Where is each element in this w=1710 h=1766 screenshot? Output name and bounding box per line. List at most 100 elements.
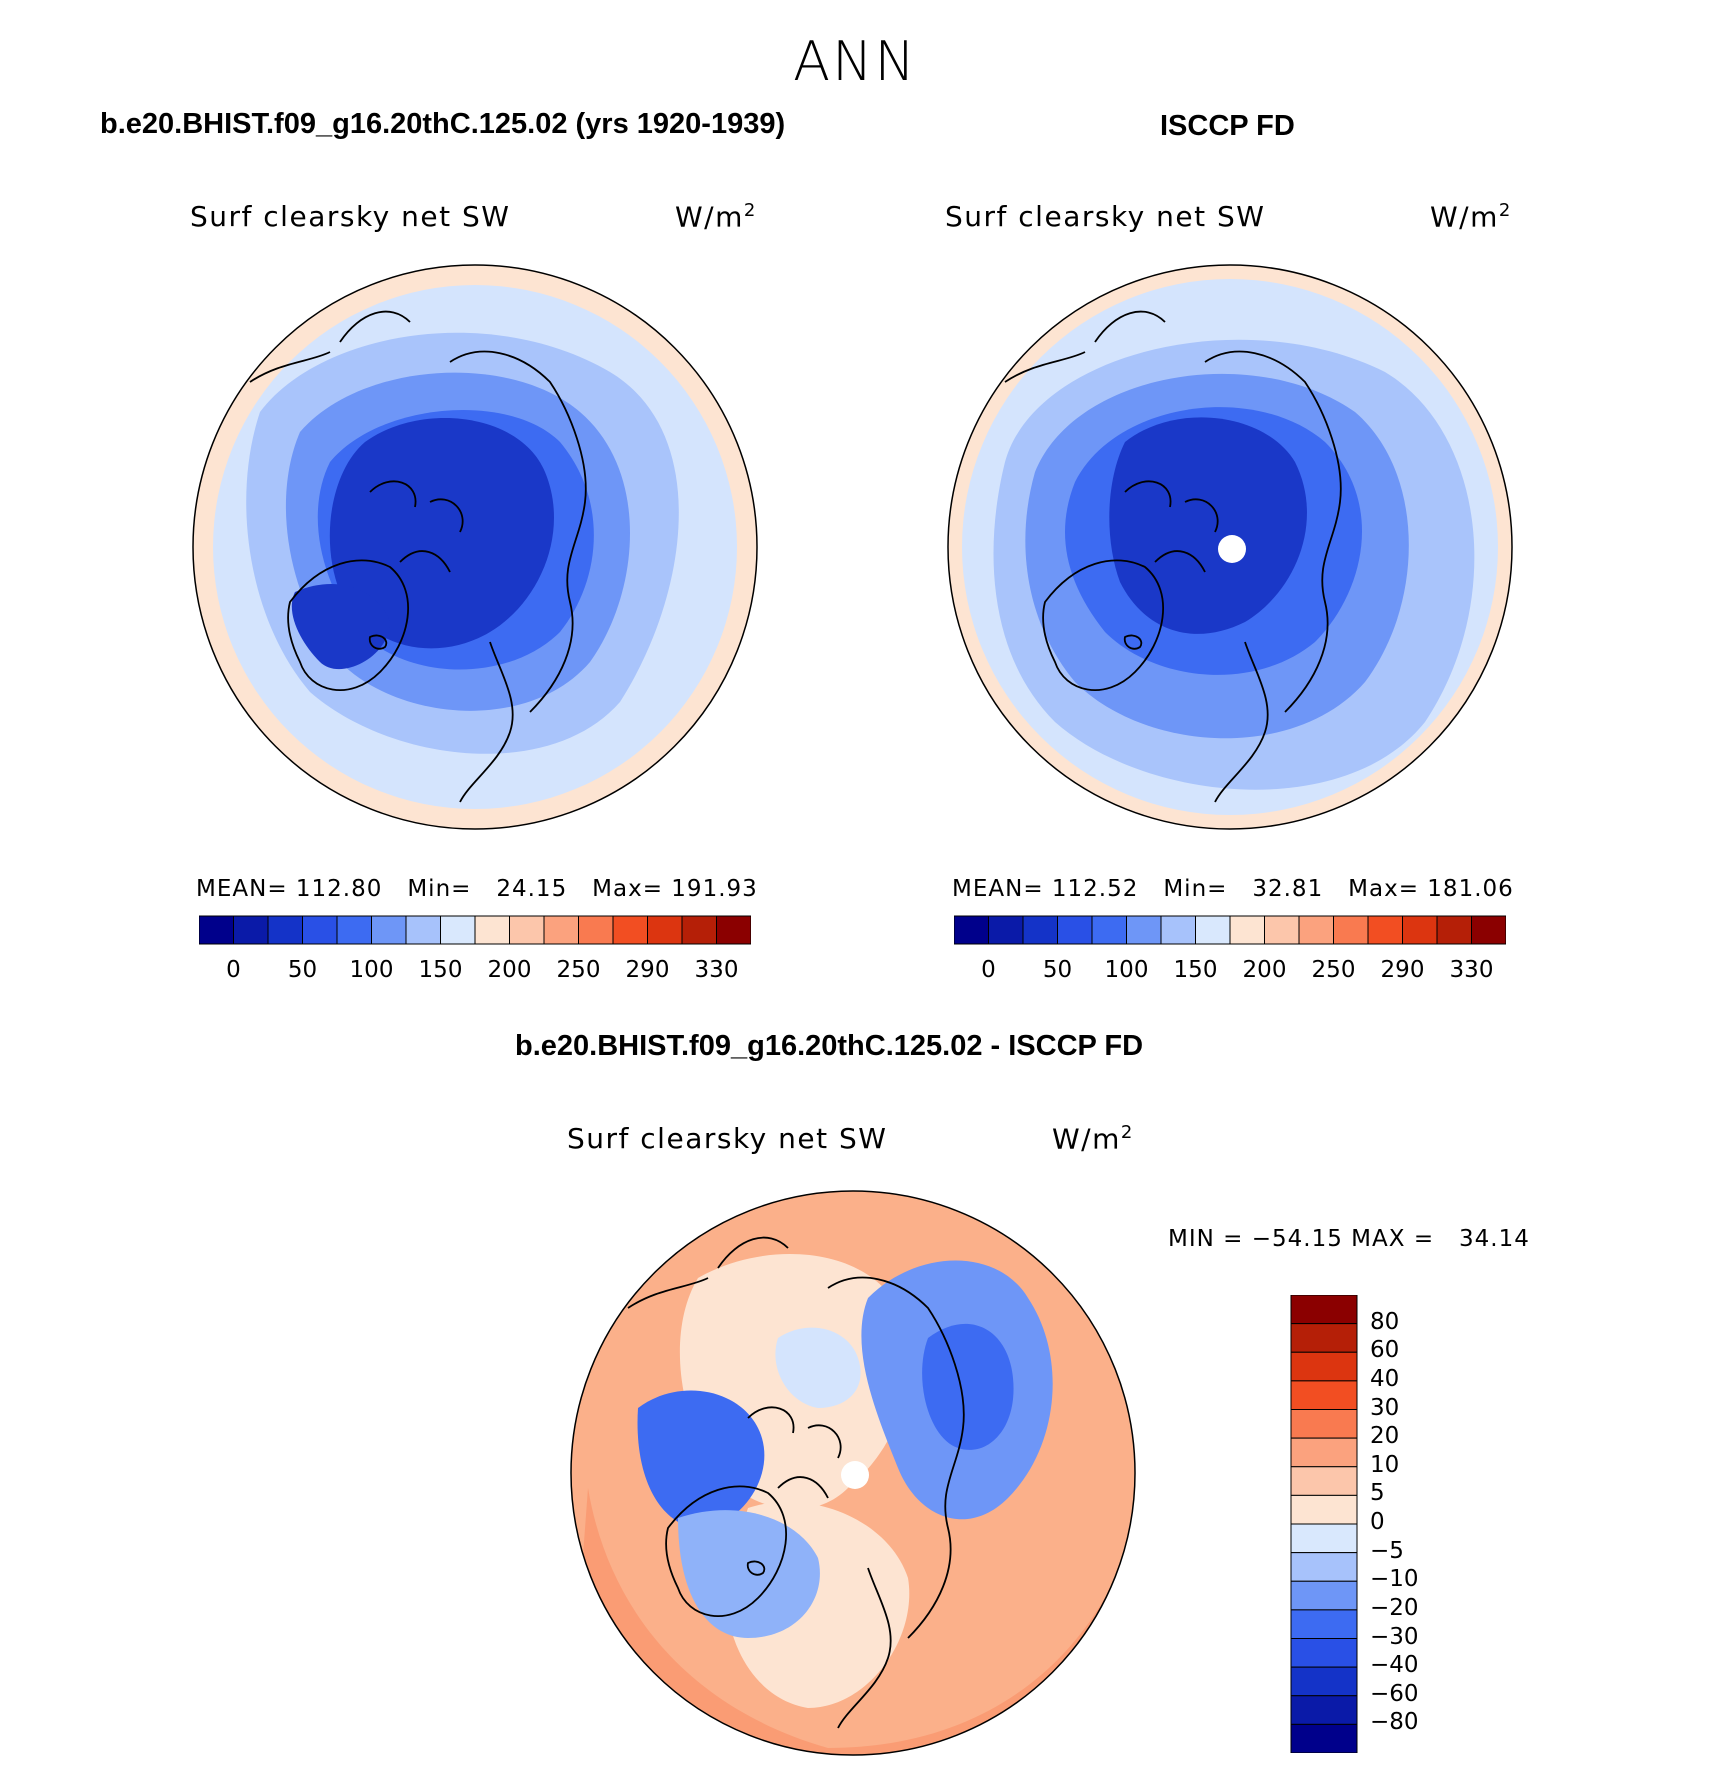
diff-colorbar-tick-label: −10 xyxy=(1370,1566,1419,1593)
diff-max-label: MAX = xyxy=(1351,1226,1435,1252)
diff-colorbar-swatch xyxy=(1290,1380,1358,1411)
diff-colorbar-ticks: 80 60 40 30 20 10 5 0 −5 −10 −20 −30 −40 −60 −80 xyxy=(1370,1295,1470,1753)
obs-units-label: W/m2 xyxy=(1430,200,1512,234)
obs-panel-title: ISCCP FD xyxy=(1160,110,1295,142)
model-colorbar-swatch xyxy=(647,915,683,945)
diff-variable-label: Surf clearsky net SW xyxy=(567,1122,888,1155)
model-mean-label: MEAN= xyxy=(196,876,288,902)
obs-mean-label: MEAN= xyxy=(952,876,1044,902)
obs-colorbar-swatch xyxy=(953,915,989,945)
obs-colorbar-swatch xyxy=(1402,915,1438,945)
diff-colorbar-tick-label: 40 xyxy=(1370,1365,1400,1392)
model-colorbar-swatch xyxy=(267,915,303,945)
obs-colorbar-swatch xyxy=(1022,915,1058,945)
obs-colorbar-tick-label: 100 xyxy=(1104,957,1149,983)
model-map-greenland-core xyxy=(291,583,390,670)
obs-min-label: Min= xyxy=(1163,876,1228,902)
diff-colorbar-swatch xyxy=(1290,1295,1358,1325)
obs-mean-value: 112.52 xyxy=(1051,876,1139,902)
diff-colorbar-swatch xyxy=(1290,1638,1358,1668)
obs-max-value: 181.06 xyxy=(1427,876,1514,902)
obs-map-deep-blue-core xyxy=(1109,417,1307,634)
diff-panel-title: b.e20.BHIST.f09_g16.20thC.125.02 - ISCCP… xyxy=(515,1030,1144,1062)
diff-polar-map xyxy=(570,1190,1136,1756)
diff-colorbar-tick-label: 30 xyxy=(1370,1394,1400,1421)
model-colorbar-ticks: 0 50 100 150 200 250 290 330 xyxy=(199,949,751,985)
diff-colorbar-swatches xyxy=(1290,1295,1358,1753)
model-colorbar-tick-label: 250 xyxy=(556,957,601,983)
diff-colorbar-tick-label: −20 xyxy=(1370,1594,1419,1621)
diff-colorbar-tick-label: −80 xyxy=(1370,1709,1419,1736)
diff-colorbar-tick-label: −5 xyxy=(1370,1537,1404,1564)
model-units-label: W/m2 xyxy=(675,200,757,234)
diff-map-blue-zone-west xyxy=(637,1390,765,1529)
model-colorbar-swatch xyxy=(233,915,269,945)
diff-colorbar-swatch xyxy=(1290,1666,1358,1697)
obs-colorbar-swatches xyxy=(953,915,1507,945)
model-colorbar-tick-label: 290 xyxy=(625,957,670,983)
model-colorbar-swatch xyxy=(612,915,648,945)
model-polar-map xyxy=(192,264,758,830)
model-variable-label: Surf clearsky net SW xyxy=(190,200,511,233)
diff-colorbar-swatch xyxy=(1290,1409,1358,1439)
diff-map-boundary xyxy=(570,1190,1136,1756)
obs-colorbar-tick-label: 330 xyxy=(1449,957,1494,983)
obs-colorbar: 0 50 100 150 200 250 290 330 xyxy=(953,915,1507,985)
diff-colorbar-tick-label: 10 xyxy=(1370,1451,1400,1478)
diff-stats: MIN = −54.15 MAX = 34.14 xyxy=(1168,1226,1530,1252)
model-colorbar-swatch xyxy=(371,915,407,945)
model-colorbar-tick-label: 330 xyxy=(694,957,739,983)
diff-map-polar-gap xyxy=(841,1461,869,1489)
diff-map-deep-blue-east xyxy=(922,1323,1014,1450)
obs-colorbar-tick-label: 50 xyxy=(1042,957,1073,983)
diff-colorbar-swatch xyxy=(1290,1351,1358,1382)
obs-stats: MEAN= 112.52 Min= 32.81 Max= 181.06 xyxy=(952,876,1514,902)
obs-polar-map xyxy=(947,264,1513,830)
model-colorbar-swatch xyxy=(509,915,545,945)
obs-colorbar-swatch xyxy=(1471,915,1507,945)
diff-colorbar-swatch xyxy=(1290,1723,1358,1753)
model-colorbar-swatch xyxy=(716,915,752,945)
obs-colorbar-swatch xyxy=(1126,915,1162,945)
model-panel-title: b.e20.BHIST.f09_g16.20thC.125.02 (yrs 19… xyxy=(100,108,786,140)
model-colorbar-tick-label: 0 xyxy=(226,957,241,983)
obs-colorbar-ticks: 0 50 100 150 200 250 290 330 xyxy=(954,949,1506,985)
figure-title: ANN xyxy=(793,30,917,93)
obs-colorbar-swatch xyxy=(1436,915,1472,945)
diff-colorbar-tick-label: 80 xyxy=(1370,1308,1400,1335)
model-min-label: Min= xyxy=(407,876,472,902)
diff-colorbar-swatch xyxy=(1290,1695,1358,1725)
obs-colorbar-swatch xyxy=(1057,915,1093,945)
model-map-deep-blue-core xyxy=(329,418,554,649)
model-colorbar-swatch xyxy=(336,915,372,945)
model-colorbar-swatch xyxy=(302,915,338,945)
obs-variable-label: Surf clearsky net SW xyxy=(945,200,1266,233)
model-max-label: Max= xyxy=(592,876,663,902)
diff-colorbar-tick-label: 60 xyxy=(1370,1337,1400,1364)
obs-colorbar-swatch xyxy=(1264,915,1300,945)
obs-colorbar-swatch xyxy=(1333,915,1369,945)
model-colorbar-swatch xyxy=(405,915,441,945)
obs-map-coastlines xyxy=(1004,310,1342,803)
obs-map-polar-gap xyxy=(1218,535,1246,563)
obs-colorbar-swatch xyxy=(1195,915,1231,945)
diff-colorbar-tick-label: 0 xyxy=(1370,1509,1385,1535)
model-min-value: 24.15 xyxy=(496,876,568,902)
model-colorbar-swatch xyxy=(543,915,579,945)
obs-colorbar-tick-label: 200 xyxy=(1242,957,1287,983)
diff-colorbar-swatch xyxy=(1290,1552,1358,1582)
diff-map-pale-blue-zone xyxy=(775,1327,861,1408)
diff-colorbar-swatch xyxy=(1290,1609,1358,1640)
obs-colorbar-tick-label: 150 xyxy=(1173,957,1218,983)
obs-colorbar-swatch xyxy=(1091,915,1127,945)
diff-min-label: MIN = xyxy=(1168,1226,1244,1252)
model-colorbar-swatches xyxy=(198,915,752,945)
model-mean-value: 112.80 xyxy=(295,876,383,902)
obs-colorbar-tick-label: 250 xyxy=(1311,957,1356,983)
obs-max-label: Max= xyxy=(1348,876,1419,902)
model-max-value: 191.93 xyxy=(671,876,758,902)
obs-colorbar-swatch xyxy=(1229,915,1265,945)
model-colorbar-swatch xyxy=(198,915,234,945)
model-colorbar-tick-label: 150 xyxy=(418,957,463,983)
obs-min-value: 32.81 xyxy=(1252,876,1324,902)
